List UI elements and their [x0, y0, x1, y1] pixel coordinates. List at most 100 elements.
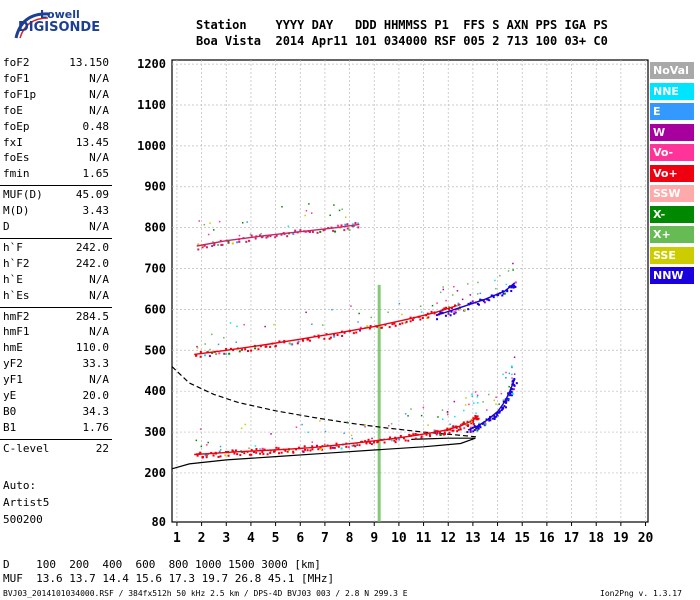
echo-point — [232, 450, 235, 453]
echo-point — [407, 439, 410, 442]
echo-point — [501, 406, 504, 409]
echo-point — [311, 441, 313, 443]
param-name: foF1 — [3, 71, 30, 85]
param-value: N/A — [89, 71, 109, 85]
echo-point — [446, 427, 449, 430]
echo-point — [471, 395, 474, 397]
echo-point — [508, 385, 510, 388]
trace-line — [194, 303, 461, 356]
echo-point — [501, 407, 504, 410]
echo-point — [278, 340, 281, 343]
echo-point — [429, 435, 432, 438]
echo-point — [261, 447, 264, 450]
x-tick-label: 5 — [272, 531, 280, 546]
echo-point — [495, 415, 498, 418]
param-row: foF1 N/A — [3, 72, 109, 88]
echo-point — [228, 352, 231, 355]
param-value: 0.48 — [82, 119, 110, 133]
echo-point — [512, 262, 514, 265]
echo-point — [433, 429, 436, 432]
echo-point — [495, 396, 497, 399]
echo-point — [369, 442, 372, 445]
echo-point — [319, 230, 322, 233]
echo-point — [257, 348, 260, 351]
echo-point — [196, 454, 199, 457]
echo-point — [509, 392, 512, 395]
echo-point — [471, 300, 474, 303]
echo-point — [404, 321, 407, 324]
echo-point — [266, 235, 269, 238]
echo-point — [311, 445, 314, 448]
echo-point — [447, 413, 449, 416]
echo-point — [367, 438, 370, 441]
param-name: fxI — [3, 135, 23, 149]
echo-point — [352, 332, 355, 335]
x-tick-label: 3 — [222, 531, 230, 546]
echo-point — [317, 448, 320, 451]
echo-point — [337, 445, 340, 448]
echo-point — [364, 426, 366, 428]
echo-point — [246, 349, 249, 352]
echo-point — [254, 347, 257, 350]
echo-point — [443, 431, 446, 434]
param-value: 22 — [95, 441, 109, 455]
echo-point — [229, 322, 232, 324]
echo-point — [462, 421, 465, 424]
echo-point — [474, 391, 477, 393]
echo-point — [323, 443, 326, 446]
echo-point — [511, 392, 514, 395]
echo-point — [393, 322, 396, 325]
echo-point — [265, 236, 268, 239]
echo-point — [496, 413, 499, 416]
echo-point — [479, 298, 482, 301]
echo-point — [248, 447, 250, 449]
echo-point — [456, 430, 459, 433]
echo-point — [477, 281, 479, 284]
echo-point — [269, 451, 272, 454]
echo-point — [513, 373, 516, 375]
param-row: B1 1.76 — [3, 421, 109, 437]
echo-point — [333, 335, 336, 338]
param-row: hmE 110.0 — [3, 341, 109, 357]
echo-point — [472, 430, 475, 433]
echo-point — [447, 311, 450, 313]
echo-point — [457, 428, 460, 431]
logo-swoosh-icon — [14, 12, 51, 39]
param-row: yF2 33.3 — [3, 357, 109, 373]
echo-point — [452, 425, 455, 428]
echo-point — [401, 313, 403, 316]
echo-point — [475, 418, 478, 421]
echo-point — [204, 343, 206, 345]
echo-point — [475, 412, 477, 414]
echo-point — [212, 454, 215, 457]
legend-item: E — [650, 103, 694, 120]
echo-point — [249, 233, 252, 236]
echo-point — [352, 444, 355, 447]
echo-point — [412, 433, 415, 436]
echo-point — [510, 387, 513, 390]
echo-point — [388, 326, 391, 329]
param-name: foF1p — [3, 87, 37, 101]
echo-point — [219, 445, 222, 448]
param-name: hmE — [3, 341, 23, 355]
echo-point — [340, 224, 343, 227]
param-name: M(D) — [3, 204, 30, 218]
echo-point — [224, 353, 227, 356]
echo-point — [343, 432, 345, 435]
echo-point — [284, 449, 287, 452]
echo-point — [469, 426, 472, 429]
param-value: 13.45 — [75, 135, 109, 149]
echo-point — [227, 452, 230, 454]
param-value: N/A — [89, 103, 109, 117]
echo-point — [346, 227, 349, 230]
echo-point — [495, 403, 497, 405]
echo-point — [425, 433, 428, 436]
echo-point — [203, 223, 206, 226]
param-row: fxI 13.45 — [3, 136, 109, 152]
echo-point — [496, 414, 499, 417]
echo-point — [503, 292, 506, 295]
echo-point — [465, 423, 468, 425]
echo-point — [303, 445, 306, 448]
echo-point — [376, 441, 379, 444]
param-row: fmin 1.65 — [3, 167, 109, 183]
